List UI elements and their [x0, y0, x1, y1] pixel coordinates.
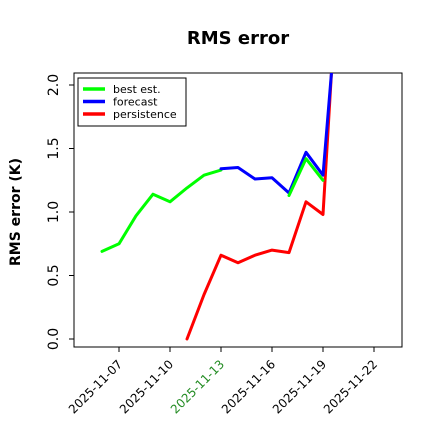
x-tick-label: 2025-11-16	[219, 357, 278, 416]
series-group	[100, 73, 333, 341]
y-axis-label: RMS error (K)	[8, 158, 24, 266]
y-tick-label: 0.0	[46, 328, 62, 350]
series-line-persistence	[185, 73, 333, 341]
plot-area: 0.00.51.01.52.02025-11-072025-11-102025-…	[46, 72, 403, 416]
x-tick-label: 2025-11-13	[168, 357, 227, 416]
legend-label: forecast	[113, 96, 158, 109]
chart-title: RMS error	[187, 28, 289, 49]
series-line-forecast	[219, 73, 333, 195]
legend-label: persistence	[113, 108, 177, 121]
x-tick-label: 2025-11-22	[321, 357, 380, 416]
series-line-best-est	[287, 157, 325, 197]
legend-label: best est.	[113, 83, 161, 96]
x-tick-label: 2025-11-19	[270, 357, 329, 416]
y-tick-label: 1.0	[46, 201, 62, 223]
y-tick-label: 1.5	[46, 137, 62, 159]
y-tick-label: 0.5	[46, 264, 62, 286]
plot-frame	[73, 72, 403, 348]
y-tick-label: 2.0	[46, 74, 62, 96]
x-tick-label: 2025-11-07	[66, 357, 125, 416]
x-tick-label: 2025-11-10	[117, 357, 176, 416]
series-line-best-est	[100, 168, 223, 253]
